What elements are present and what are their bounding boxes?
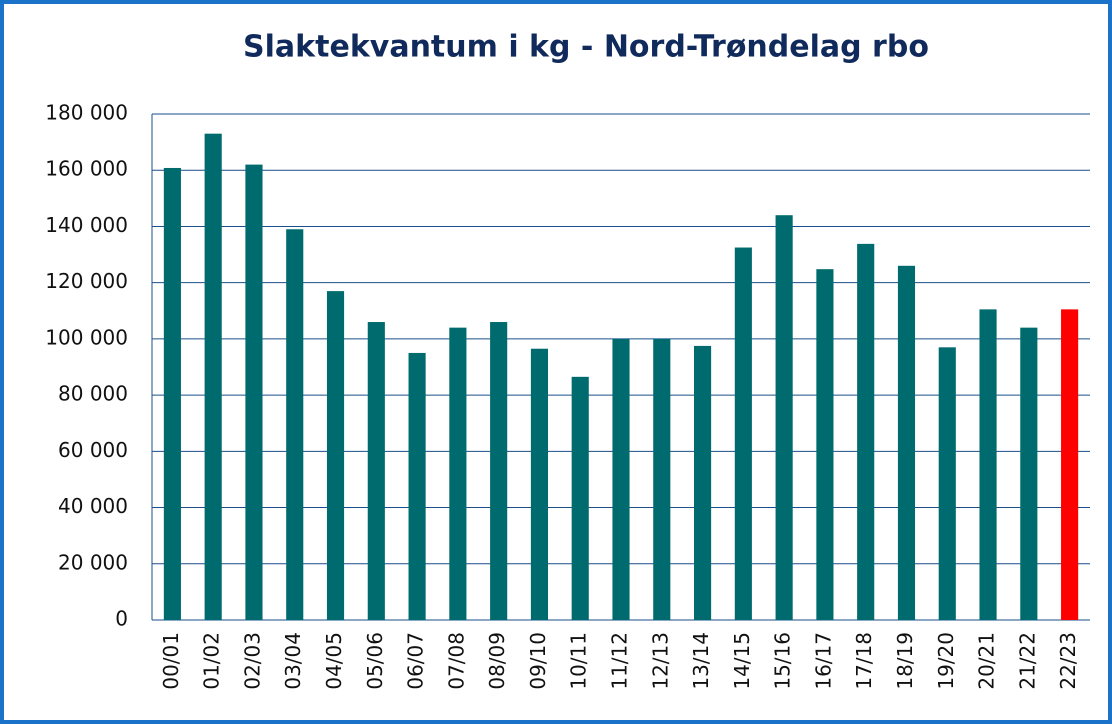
x-tick-label: 00/01 [159, 632, 183, 690]
bar [1061, 309, 1079, 620]
x-tick-label: 18/19 [893, 632, 917, 690]
chart-title: Slaktekvantum i kg - Nord-Trøndelag rbo [243, 30, 929, 65]
x-tick-label: 04/05 [322, 632, 346, 690]
x-tick-label: 16/17 [811, 632, 835, 690]
bar [979, 309, 997, 620]
y-tick-label: 180 000 [45, 101, 128, 125]
x-tick-label: 15/16 [771, 632, 795, 690]
bar [1020, 327, 1038, 620]
x-tick-label: 17/18 [852, 632, 876, 690]
y-tick-label: 60 000 [58, 438, 128, 462]
x-tick-label: 12/13 [648, 632, 672, 690]
x-tick-label: 10/11 [567, 632, 591, 690]
bar [734, 247, 752, 620]
y-tick-label: 140 000 [45, 213, 128, 237]
bar [286, 229, 304, 620]
bar [326, 291, 345, 620]
x-tick-label: 05/06 [363, 632, 387, 690]
bar [204, 133, 222, 620]
x-tick-label: 14/15 [730, 632, 754, 690]
x-tick-label: 02/03 [240, 632, 264, 690]
bar [367, 322, 385, 620]
x-tick-label: 20/21 [975, 632, 999, 690]
bar [571, 376, 589, 620]
bar [530, 348, 548, 620]
bar [449, 327, 467, 620]
y-tick-label: 80 000 [58, 382, 128, 406]
bar [163, 167, 181, 620]
x-tick-label: 03/04 [281, 632, 305, 690]
bar [653, 338, 671, 620]
bar [245, 164, 263, 620]
y-tick-label: 160 000 [45, 157, 128, 181]
x-tick-label: 22/23 [1056, 632, 1080, 690]
x-tick-label: 08/09 [485, 632, 509, 690]
x-tick-label: 07/08 [444, 632, 468, 690]
bar [408, 352, 426, 620]
bar [612, 338, 630, 620]
x-tick-label: 19/20 [934, 632, 958, 690]
y-tick-label: 0 [115, 607, 128, 631]
bar [897, 265, 916, 620]
y-tick-label: 100 000 [45, 325, 128, 349]
x-tick-label: 06/07 [404, 632, 428, 690]
bar [816, 269, 834, 620]
x-tick-label: 09/10 [526, 632, 550, 690]
x-tick-label: 11/12 [608, 632, 632, 690]
bar [694, 345, 712, 620]
y-tick-label: 40 000 [58, 494, 128, 518]
x-tick-label: 21/22 [1015, 632, 1039, 690]
bar [938, 347, 956, 620]
x-tick-label: 13/14 [689, 632, 713, 690]
bar [775, 215, 793, 620]
bar [857, 243, 875, 620]
bar [490, 322, 508, 620]
x-tick-label: 01/02 [200, 632, 224, 690]
y-tick-label: 20 000 [58, 550, 128, 574]
y-tick-label: 120 000 [45, 269, 128, 293]
